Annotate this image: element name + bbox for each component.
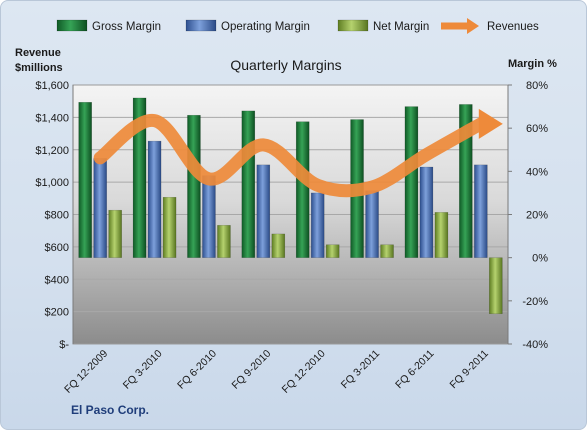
bar-gross-margin (404, 106, 419, 258)
right-tick-label: 80% (526, 80, 548, 92)
legend-label: Operating Margin (221, 21, 310, 33)
bar-net-margin (325, 244, 340, 258)
right-tick-label: 40% (526, 166, 548, 178)
right-tick-label: 20% (526, 210, 548, 222)
bar-net-margin (380, 244, 394, 258)
bar-operating-margin (93, 158, 107, 258)
legend-swatch-gross-margin (56, 19, 88, 32)
company-label: El Paso Corp. (71, 403, 150, 417)
legend-swatch-operating-margin (185, 19, 217, 32)
right-axis-label: Margin % (508, 58, 557, 70)
bar-net-margin (217, 225, 231, 258)
bar-gross-margin (132, 97, 147, 258)
bar-operating-margin (147, 140, 162, 258)
right-tick-label: 0% (532, 253, 548, 265)
category-label: FQ 3-2011 (339, 348, 383, 392)
bar-net-margin (162, 196, 177, 258)
category-label: FQ 6-2011 (393, 348, 437, 392)
right-tick-label: 60% (526, 123, 548, 135)
category-label: FQ 12-2010 (280, 348, 328, 396)
left-tick-label: $- (59, 339, 69, 351)
revenues-arrowhead (478, 108, 503, 139)
category-label: FQ 12-2009 (62, 348, 110, 396)
left-tick-label: $800 (45, 210, 69, 222)
left-tick-label: $1,600 (35, 80, 69, 92)
category-label: FQ 9-2010 (229, 348, 273, 392)
left-tick-label: $1,200 (35, 145, 69, 157)
bar-operating-margin (202, 175, 216, 258)
legend-label: Gross Margin (92, 21, 161, 33)
bar-operating-margin (256, 164, 271, 258)
legend-swatch-arrowhead (467, 18, 479, 34)
right-tick-label: -40% (522, 339, 548, 351)
left-tick-label: $200 (45, 307, 69, 319)
legend-label: Revenues (487, 21, 539, 33)
bar-gross-margin (241, 110, 256, 258)
bar-operating-margin (365, 190, 379, 258)
legend-label: Net Margin (373, 21, 429, 33)
left-tick-label: $1,000 (35, 177, 69, 189)
revenues-line (93, 114, 488, 198)
bar-net-margin (434, 212, 449, 258)
chart-title: Quarterly Margins (230, 57, 341, 73)
bar-gross-margin (187, 114, 201, 258)
bar-net-margin (489, 257, 503, 315)
bar-gross-margin (459, 104, 473, 258)
bar-operating-margin (310, 192, 325, 258)
left-tick-label: $1,400 (35, 112, 69, 124)
legend-swatch-net-margin (337, 19, 369, 32)
left-axis-label-line1: Revenue (15, 47, 61, 59)
left-tick-label: $600 (45, 242, 69, 254)
category-label: FQ 3-2010 (121, 348, 165, 392)
left-tick-label: $400 (45, 274, 69, 286)
bar-gross-margin (295, 121, 310, 258)
category-label: FQ 6-2010 (175, 348, 219, 392)
category-label: FQ 9-2011 (448, 348, 492, 392)
right-tick-label: -20% (522, 296, 548, 308)
bar-gross-margin (78, 102, 92, 258)
bar-operating-margin (419, 166, 434, 258)
bar-operating-margin (474, 164, 488, 258)
bar-net-margin (271, 233, 286, 258)
bar-net-margin (108, 209, 122, 258)
left-axis-label-line2: $millions (15, 62, 63, 74)
